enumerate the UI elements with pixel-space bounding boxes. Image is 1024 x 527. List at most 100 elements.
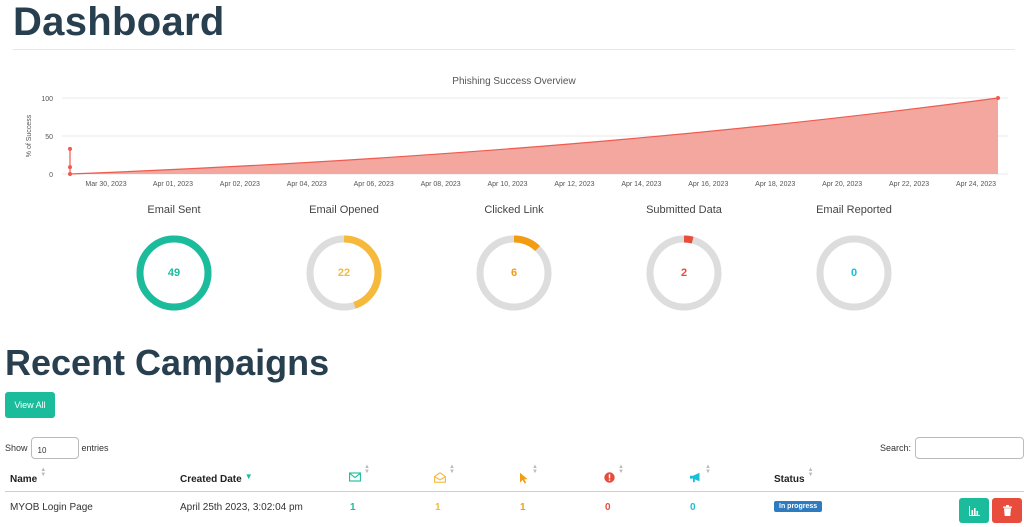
donut-value: 22 [337,267,351,279]
donut-progress [136,235,212,311]
stat-label: Email Reported [816,204,892,216]
recent-campaigns-title: Recent Campaigns [5,342,330,383]
donut-progress [476,235,552,311]
x-tick-label: Apr 08, 2023 [421,181,461,188]
sort-icon: ▲ ▼ [807,466,814,478]
x-tick-label: Mar 30, 2023 [85,181,126,188]
donut-ring [816,235,892,311]
bar-chart-icon [968,505,980,516]
phishing-success-chart: Phishing Success Overview % of Success 0 50… [26,76,1008,188]
delete-campaign-button[interactable] [992,498,1022,523]
title-divider [13,49,1015,50]
data-point [68,165,72,170]
donut-progress [646,235,722,311]
column-header-submitted[interactable]: ▲ ▼ [604,464,624,483]
x-tick-label: Apr 24, 2023 [956,181,996,188]
donut-ring [136,235,212,311]
donut-track [816,235,892,311]
trash-icon [1002,505,1012,516]
sort-icon: ▲ ▼ [40,466,47,478]
view-results-button[interactable] [959,498,989,523]
donut-ring [306,235,382,311]
y-tick-label: 100 [41,96,53,103]
table-row[interactable]: MYOB Login Page April 25th 2023, 3:02:04… [5,493,1024,523]
entries-label: entries [81,443,109,453]
donut-value: 0 [850,267,858,279]
sort-icon: ▲ ▼ [449,464,455,475]
donut-value: 2 [680,267,688,279]
campaign-created-date: April 25th 2023, 3:02:04 pm [180,502,303,513]
donut-chart: 0 [814,233,894,313]
x-tick-label: Apr 10, 2023 [487,181,527,188]
reported-count: 0 [690,502,696,513]
search-label: Search: [879,443,911,453]
donut-progress [306,235,382,311]
envelope-icon [349,472,361,482]
y-tick-label: 50 [45,134,53,141]
sent-count: 1 [350,502,356,513]
cursor-icon [520,472,528,484]
data-point [68,172,72,176]
donut-ring [476,235,552,311]
y-tick-label: 0 [49,172,53,179]
x-tick-label: Apr 02, 2023 [220,181,260,188]
sort-icon: ▲ ▼ [618,464,624,475]
stat-label: Clicked Link [484,204,544,216]
column-header-sent[interactable]: ▲ ▼ [349,464,370,482]
search-input[interactable] [915,437,1024,459]
column-header-opened[interactable]: ▲ ▼ [434,464,455,483]
donut-chart: 6 [474,233,554,313]
sort-icon: ▲ ▼ [705,464,711,475]
stat-submitted-data: Submitted Data 2 [624,203,744,313]
column-label: Created Date [180,474,242,485]
stat-label: Email Sent [147,204,201,216]
column-header-status[interactable]: Status ▲ ▼ [774,467,814,486]
chart-title: Phishing Success Overview [452,76,576,87]
entries-select[interactable]: 10 [30,437,79,459]
area-fill [70,98,998,174]
y-axis-label: % of Success [26,114,33,157]
x-tick-label: Apr 18, 2023 [755,181,795,188]
page-title: Dashboard [13,0,225,44]
view-all-button[interactable]: View All [5,392,55,418]
show-label: Show [5,443,28,453]
exclamation-icon [604,472,615,483]
stat-email-sent: Email Sent 49 [114,203,234,313]
clicked-count: 1 [520,502,526,513]
campaign-name: MYOB Login Page [10,502,93,513]
column-header-name[interactable]: Name ▲ ▼ [10,467,46,486]
column-header-clicked[interactable]: ▲ ▼ [519,464,538,484]
x-tick-label: Apr 16, 2023 [688,181,728,188]
opened-count: 1 [435,502,441,513]
x-tick-label: Apr 20, 2023 [822,181,862,188]
x-tick-label: Apr 14, 2023 [621,181,661,188]
x-tick-label: Apr 06, 2023 [354,181,394,188]
donut-chart: 22 [304,233,384,313]
sort-icon: ▲ ▼ [364,464,370,475]
stat-email-reported: Email Reported 0 [794,203,914,313]
x-tick-label: Apr 04, 2023 [287,181,327,188]
column-label: Status [774,474,805,485]
stat-email-opened: Email Opened 22 [284,203,404,313]
status-badge: In progress [774,501,823,512]
column-label: Name [10,474,38,485]
submitted-count: 0 [605,502,611,513]
stat-label: Email Opened [309,204,379,216]
column-header-created-date[interactable]: Created Date ▼ [180,472,253,486]
donut-chart: 49 [134,233,214,313]
donut-value: 6 [510,267,518,279]
stat-clicked-link: Clicked Link 6 [454,203,574,313]
bullhorn-icon [690,472,700,483]
donut-chart: 2 [644,233,724,313]
donut-ring [646,235,722,311]
table-header: Name ▲ ▼ Created Date ▼ ▲ ▼ ▲ ▼ ▲ ▼ ▲ ▼ ▲ ▼ St… [5,462,1024,492]
donut-value: 49 [167,267,181,279]
x-tick-label: Apr 01, 2023 [153,181,193,188]
column-header-reported[interactable]: ▲ ▼ [689,464,711,483]
x-tick-label: Apr 12, 2023 [554,181,594,188]
data-point [68,146,72,151]
entries-control: Show 10 entries [5,437,109,459]
series-line [69,97,999,175]
sort-desc-icon: ▼ [244,472,253,481]
x-tick-label: Apr 22, 2023 [889,181,929,188]
